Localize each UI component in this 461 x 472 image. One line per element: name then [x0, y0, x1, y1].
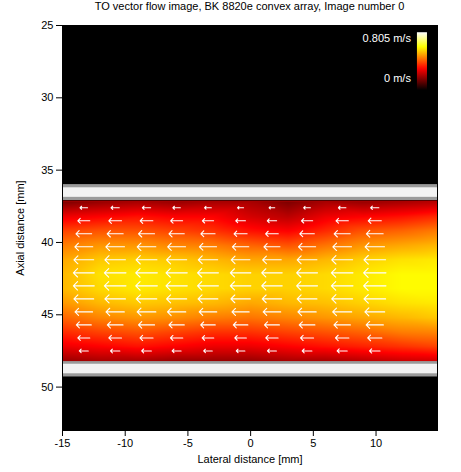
svg-text:40: 40 [41, 236, 53, 248]
svg-text:50: 50 [41, 381, 53, 393]
svg-text:Axial distance [mm]: Axial distance [mm] [14, 180, 26, 275]
svg-text:25: 25 [41, 19, 53, 31]
svg-text:35: 35 [41, 164, 53, 176]
svg-text:10: 10 [370, 437, 382, 449]
svg-text:5: 5 [310, 437, 316, 449]
svg-text:-10: -10 [117, 437, 133, 449]
svg-text:-15: -15 [55, 437, 71, 449]
svg-text:45: 45 [41, 308, 53, 320]
svg-text:30: 30 [41, 91, 53, 103]
svg-text:0 m/s: 0 m/s [384, 72, 411, 84]
svg-text:Lateral distance [mm]: Lateral distance [mm] [197, 453, 302, 465]
svg-text:0.805 m/s: 0.805 m/s [363, 32, 412, 44]
svg-text:-5: -5 [183, 437, 193, 449]
html-text:TO vector flow image, BK 8820e: TO vector flow image, BK 8820e convex ar… [94, 0, 405, 12]
svg-text:0: 0 [248, 437, 254, 449]
